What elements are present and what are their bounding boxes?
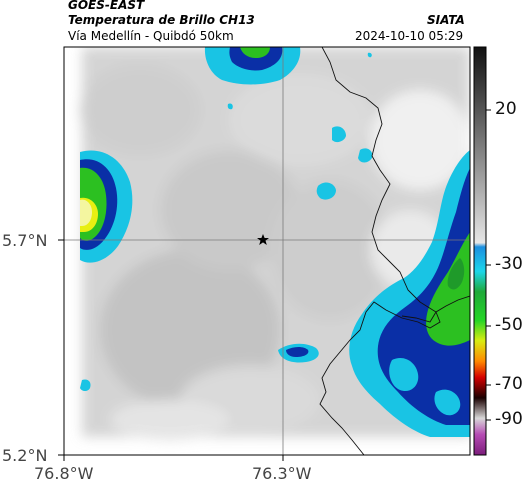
datetime-label: 2024-10-10 05:29 [355, 29, 464, 43]
colorbar-label: -30 [495, 254, 523, 274]
cold-cloud-east [349, 150, 470, 437]
map-frame [63, 46, 471, 456]
cold-cloud-west [80, 150, 133, 263]
boundary-line [319, 47, 441, 455]
colorbar-label: 20 [495, 99, 517, 119]
org-label: SIATA [427, 13, 465, 27]
lat-label-5-7: 5.7°N [2, 231, 48, 250]
colorbar-label: -90 [495, 409, 523, 429]
colorbar-label: -50 [495, 315, 523, 335]
lat-label-5-2: 5.2°N [2, 446, 48, 465]
lon-label-76-3: 76.3°W [252, 464, 312, 483]
colorbar-label: -70 [495, 374, 523, 394]
region-subtitle: Vía Medellín - Quibdó 50km [68, 29, 234, 43]
lon-label-76-8: 76.8°W [34, 464, 94, 483]
product-title: Temperatura de Brillo CH13 [68, 13, 255, 27]
colorbar [473, 46, 487, 456]
boundary-line-east [401, 295, 470, 323]
cold-cloud-patches [80, 52, 373, 391]
cold-cloud-top [204, 47, 301, 85]
satellite-image [64, 47, 470, 455]
location-star-marker [257, 234, 269, 245]
satellite-title: GOES-EAST [68, 0, 145, 12]
